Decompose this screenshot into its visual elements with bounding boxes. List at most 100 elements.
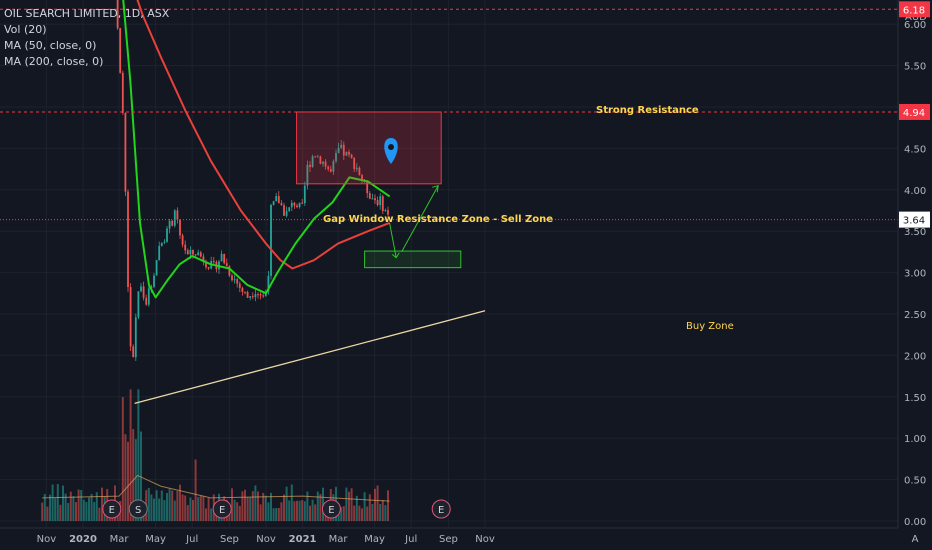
- volume-bar: [293, 501, 296, 521]
- volume-bar: [51, 484, 54, 521]
- candle-body: [241, 287, 244, 292]
- x-tick-label: May: [145, 534, 166, 545]
- y-tick-label: 1.50: [904, 393, 926, 404]
- x-tick-label: Nov: [475, 534, 495, 545]
- candle-body: [342, 144, 345, 156]
- trendline: [134, 310, 486, 405]
- volume-bar: [361, 508, 363, 521]
- candle-body: [155, 260, 158, 276]
- candle-body: [202, 256, 205, 263]
- volume-bar: [285, 486, 288, 521]
- volume-bar: [244, 489, 246, 521]
- candle-body: [368, 193, 371, 199]
- legend-vol[interactable]: Vol (20): [4, 23, 47, 36]
- candle-body: [142, 286, 145, 298]
- candle-body: [212, 261, 215, 263]
- candle-body: [158, 245, 161, 261]
- candle-body: [371, 198, 374, 200]
- volume-bar: [363, 492, 366, 521]
- candle-body: [384, 210, 387, 212]
- volume-bar: [197, 497, 200, 521]
- candle-body: [275, 196, 278, 202]
- sell-zone-box: [296, 111, 442, 185]
- volume-bar: [387, 490, 389, 521]
- candle-body: [173, 210, 176, 226]
- candle-body: [236, 279, 239, 284]
- candle-body: [137, 291, 140, 318]
- volume-bar: [298, 500, 301, 521]
- volume-bar: [353, 505, 356, 521]
- event-circle: [431, 499, 451, 519]
- candle-body: [228, 265, 231, 276]
- volume-bar: [306, 491, 309, 521]
- candle-body: [257, 294, 259, 296]
- event-circle: [102, 499, 122, 519]
- candle-body: [293, 202, 296, 206]
- candle-body: [316, 156, 319, 158]
- candle-body: [285, 211, 288, 216]
- candle-body: [129, 287, 132, 347]
- candle-body: [272, 201, 275, 205]
- y-tick-label: 2.50: [904, 310, 926, 321]
- legend-ma50[interactable]: MA (50, close, 0): [4, 39, 97, 52]
- event-label: S: [135, 505, 141, 516]
- buy-zone-box: [364, 250, 462, 269]
- ma200-line: [136, 0, 390, 270]
- last-price-badge: 3.64: [899, 211, 930, 228]
- y-tick-label: 6.00: [904, 20, 926, 31]
- candle-body: [192, 249, 194, 255]
- candle-body: [319, 156, 322, 164]
- volume-bar: [184, 495, 187, 521]
- map-marker-icon: [384, 138, 398, 165]
- volume-bar: [77, 489, 80, 521]
- candle-body: [179, 219, 181, 236]
- volume-bar: [179, 484, 181, 521]
- candle-body: [280, 203, 283, 206]
- price-badge-bg: [899, 1, 930, 18]
- volume-bar: [67, 503, 70, 521]
- volume-bar: [280, 502, 283, 521]
- candle-body: [301, 202, 304, 204]
- candle-body: [303, 185, 306, 204]
- volume-bar: [210, 508, 213, 521]
- candle-body: [121, 72, 124, 113]
- candle-body: [288, 207, 291, 212]
- candle-body: [116, 0, 119, 29]
- candle-body: [387, 210, 389, 215]
- volume-bar: [350, 488, 353, 521]
- volume-bar: [267, 502, 270, 521]
- candle-body: [176, 210, 179, 220]
- volume-bar: [121, 397, 124, 521]
- event-label: E: [328, 505, 334, 516]
- candle-body: [220, 253, 223, 262]
- volume-bar: [147, 487, 150, 521]
- candle-body: [290, 202, 293, 208]
- volume-bar: [43, 493, 46, 521]
- volume-bar: [202, 496, 205, 521]
- candle-body: [267, 275, 270, 292]
- volume-bar: [176, 490, 179, 521]
- y-tick-label: 0.50: [904, 476, 926, 487]
- volume-bar: [340, 507, 343, 521]
- projection-arrows: [389, 184, 439, 259]
- volume-bar: [275, 508, 278, 521]
- volume-bar: [288, 500, 291, 521]
- resistance-price-badge: 6.18: [899, 1, 930, 18]
- symbol-title[interactable]: OIL SEARCH LIMITED, 1D, ASX: [4, 7, 170, 20]
- volume-bar: [241, 491, 244, 521]
- candle-body: [207, 267, 210, 269]
- y-tick-label: 4.00: [904, 186, 926, 197]
- volume-bar: [316, 491, 319, 521]
- currency-label: AUD: [905, 12, 927, 23]
- candle-body: [119, 28, 122, 73]
- volume-bar: [319, 493, 322, 521]
- legend-ma200[interactable]: MA (200, close, 0): [4, 55, 104, 68]
- auto-scale-button[interactable]: A: [912, 534, 919, 545]
- arrow-down-head: [391, 252, 400, 259]
- candle-body: [166, 228, 168, 242]
- candle-body: [340, 144, 343, 148]
- candle-body: [327, 166, 330, 170]
- candle-body: [124, 112, 127, 192]
